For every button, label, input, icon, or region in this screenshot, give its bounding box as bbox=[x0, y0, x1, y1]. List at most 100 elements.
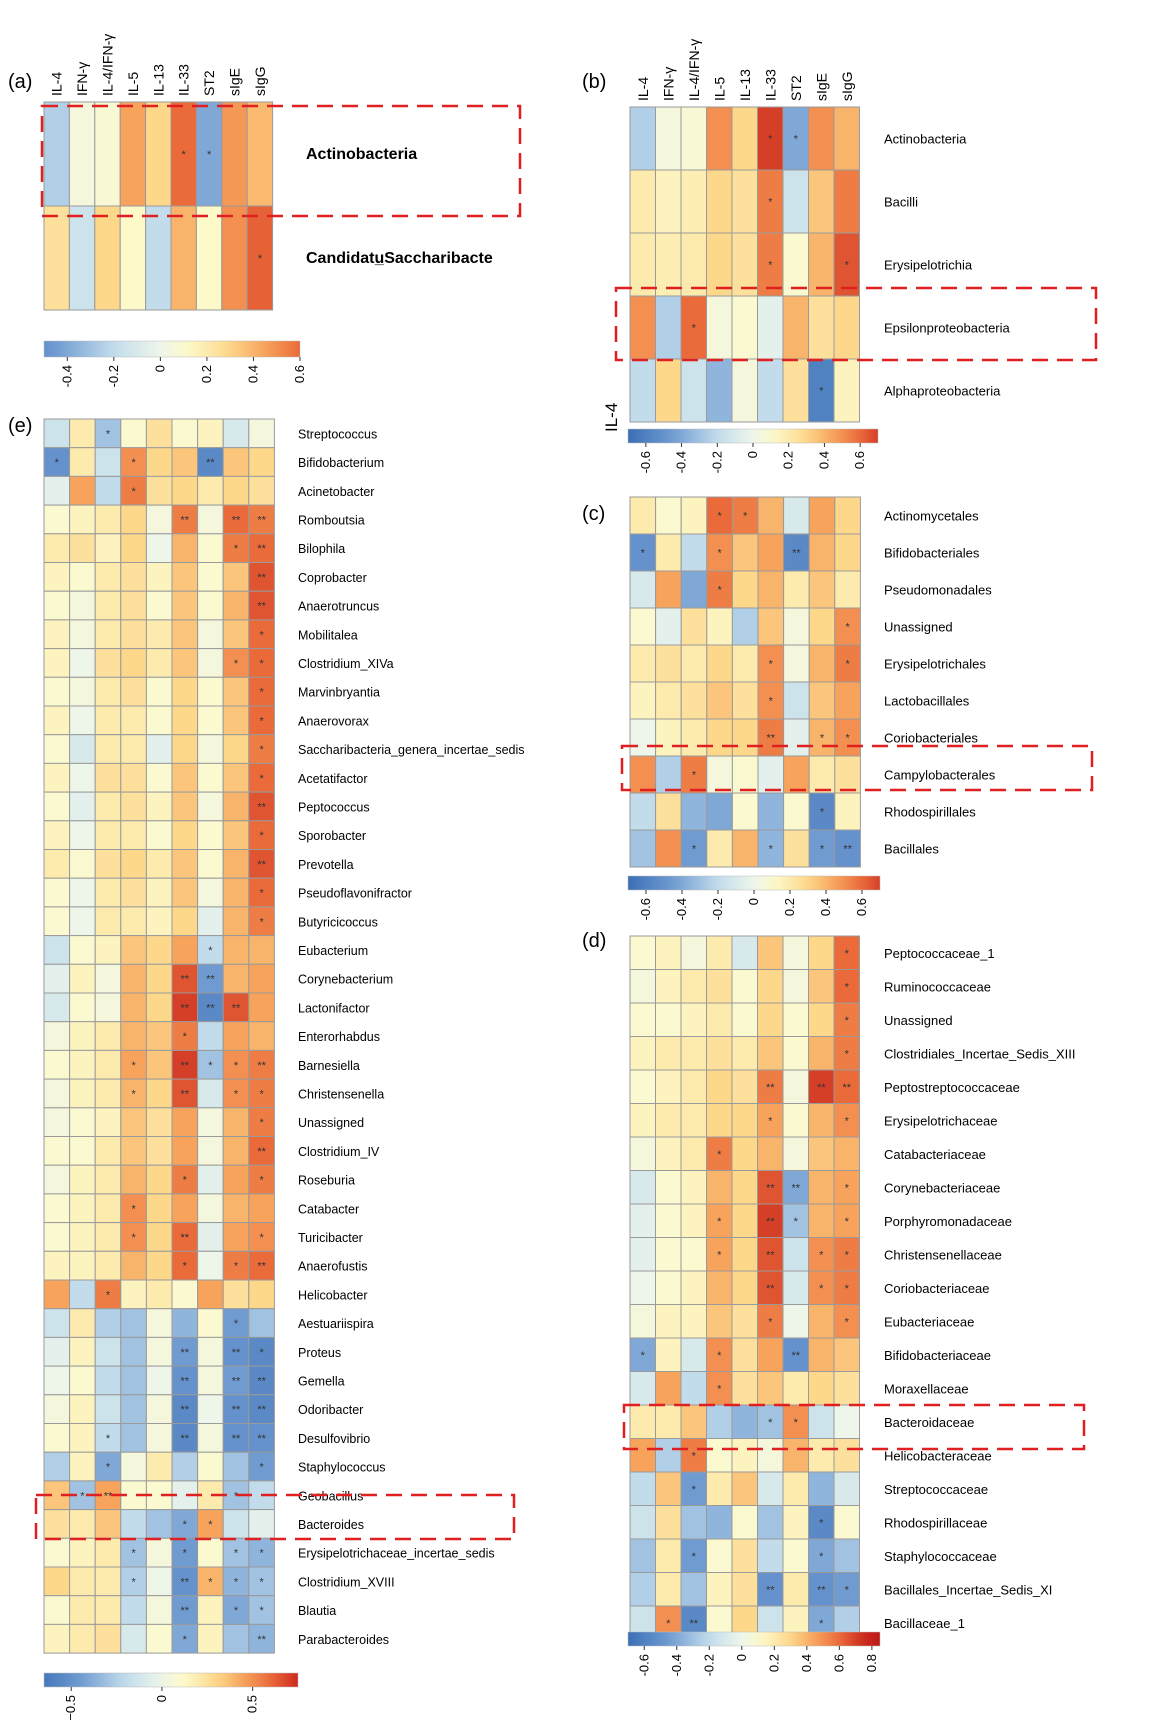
panel-e: (e) ** * ***** ** *** ******** *************** *… bbox=[8, 415, 525, 1721]
heatmap-cell bbox=[94, 533, 122, 563]
heatmap-cell bbox=[834, 533, 861, 572]
heatmap-cell bbox=[94, 619, 122, 650]
heatmap-cell bbox=[655, 496, 682, 535]
heatmap-cell bbox=[731, 169, 758, 234]
heatmap-cell bbox=[43, 1365, 71, 1396]
significance-mark: * bbox=[717, 548, 722, 560]
heatmap-cell bbox=[171, 791, 199, 822]
heatmap-cell bbox=[629, 1036, 656, 1071]
heatmap-cell bbox=[248, 619, 275, 650]
heatmap-cell bbox=[834, 644, 861, 683]
heatmap-cell bbox=[782, 106, 809, 171]
row-label: Catabacter bbox=[298, 1202, 359, 1216]
significance-mark: * bbox=[666, 1618, 671, 1630]
heatmap-cell bbox=[69, 1136, 96, 1166]
heatmap-cell bbox=[43, 619, 71, 650]
heatmap-cell bbox=[197, 676, 224, 707]
heatmap-cell bbox=[94, 1308, 122, 1338]
heatmap-cell bbox=[833, 1471, 860, 1506]
heatmap-cell bbox=[69, 1164, 96, 1195]
row-label: Actinobacteria bbox=[306, 146, 417, 163]
column-label: IL-4 bbox=[635, 77, 651, 101]
heatmap-cell bbox=[222, 1164, 250, 1195]
significance-mark: * bbox=[183, 1261, 188, 1273]
heatmap-cell bbox=[680, 1002, 707, 1037]
heatmap-cell bbox=[248, 1250, 275, 1281]
heatmap-cell bbox=[69, 1021, 96, 1051]
heatmap-cell bbox=[171, 1049, 199, 1080]
heatmap-cell bbox=[197, 562, 224, 592]
heatmap-cell bbox=[43, 1308, 71, 1338]
heatmap-cell bbox=[120, 762, 147, 793]
heatmap-cell bbox=[680, 969, 707, 1004]
heatmap-cell bbox=[170, 101, 197, 207]
heatmap-cell bbox=[782, 1471, 809, 1506]
colorbar-tick-label: 0 bbox=[152, 365, 167, 372]
heatmap-cell bbox=[43, 101, 70, 207]
heatmap-cell bbox=[731, 1136, 758, 1171]
significance-mark: ** bbox=[791, 1350, 800, 1362]
heatmap-cell bbox=[94, 963, 122, 994]
significance-mark: * bbox=[106, 1462, 111, 1474]
row-label: Unassigned bbox=[884, 1013, 953, 1028]
heatmap-cell bbox=[171, 992, 199, 1023]
heatmap-cell bbox=[706, 232, 733, 297]
column-label: sIgE bbox=[813, 73, 829, 101]
colorbar-tick-label: 0.2 bbox=[199, 365, 214, 383]
heatmap-cell bbox=[655, 1371, 682, 1406]
row-label: Campylobacterales bbox=[884, 768, 996, 783]
significance-mark: * bbox=[717, 1350, 722, 1362]
heatmap-cell bbox=[69, 1509, 96, 1539]
heatmap-cell bbox=[783, 496, 810, 535]
heatmap-cell bbox=[757, 1136, 784, 1171]
heatmap-cell bbox=[248, 1451, 275, 1482]
heatmap-cell bbox=[629, 169, 656, 234]
column-label: IL-4/IFN-γ bbox=[100, 34, 116, 96]
heatmap-cell bbox=[222, 963, 250, 994]
heatmap-cell bbox=[69, 935, 96, 965]
heatmap-cell bbox=[680, 533, 708, 572]
heatmap-cell bbox=[731, 1203, 758, 1238]
significance-mark: * bbox=[234, 658, 239, 670]
heatmap-cell bbox=[731, 755, 759, 794]
heatmap-cell bbox=[655, 1237, 682, 1272]
heatmap-cell bbox=[834, 755, 861, 794]
heatmap-cell bbox=[43, 1595, 71, 1625]
heatmap-cell bbox=[120, 734, 147, 764]
colorbar bbox=[627, 875, 881, 891]
heatmap-cell bbox=[120, 1623, 147, 1654]
heatmap-cell bbox=[145, 1250, 173, 1281]
highlight-box bbox=[40, 104, 522, 218]
heatmap-cell bbox=[655, 1036, 682, 1071]
heatmap-cell bbox=[731, 1438, 758, 1473]
heatmap-cell bbox=[222, 418, 250, 449]
heatmap-cell bbox=[783, 755, 810, 794]
heatmap-cell bbox=[94, 877, 122, 908]
heatmap-cell bbox=[706, 681, 733, 720]
heatmap-cell bbox=[145, 1193, 173, 1224]
colorbar-tick-label: -0.2 bbox=[710, 898, 725, 920]
row-label: Lactonifactor bbox=[298, 1001, 370, 1015]
heatmap-cell bbox=[145, 1021, 173, 1051]
heatmap-cell bbox=[808, 1136, 835, 1171]
significance-mark: * bbox=[131, 1232, 136, 1244]
heatmap-cell bbox=[808, 644, 836, 683]
heatmap-cell bbox=[629, 1404, 656, 1439]
heatmap-cell bbox=[145, 205, 172, 311]
heatmap-cell bbox=[120, 791, 147, 822]
column-label: IL-5 bbox=[125, 72, 141, 96]
colorbar-tick-label: 0.2 bbox=[782, 898, 797, 916]
significance-mark: ** bbox=[257, 572, 266, 584]
heatmap-cell bbox=[43, 705, 71, 736]
significance-mark: ** bbox=[257, 1634, 266, 1646]
significance-mark: * bbox=[259, 744, 264, 756]
heatmap-cell bbox=[145, 590, 173, 621]
significance-mark: ** bbox=[257, 1433, 266, 1445]
significance-mark: ** bbox=[181, 514, 190, 526]
heatmap-cell bbox=[783, 644, 810, 683]
colorbar bbox=[627, 428, 879, 444]
heatmap-cell bbox=[629, 1069, 656, 1104]
heatmap-cell bbox=[655, 1170, 682, 1205]
significance-mark: * bbox=[234, 1548, 239, 1560]
significance-mark: * bbox=[234, 1605, 239, 1617]
